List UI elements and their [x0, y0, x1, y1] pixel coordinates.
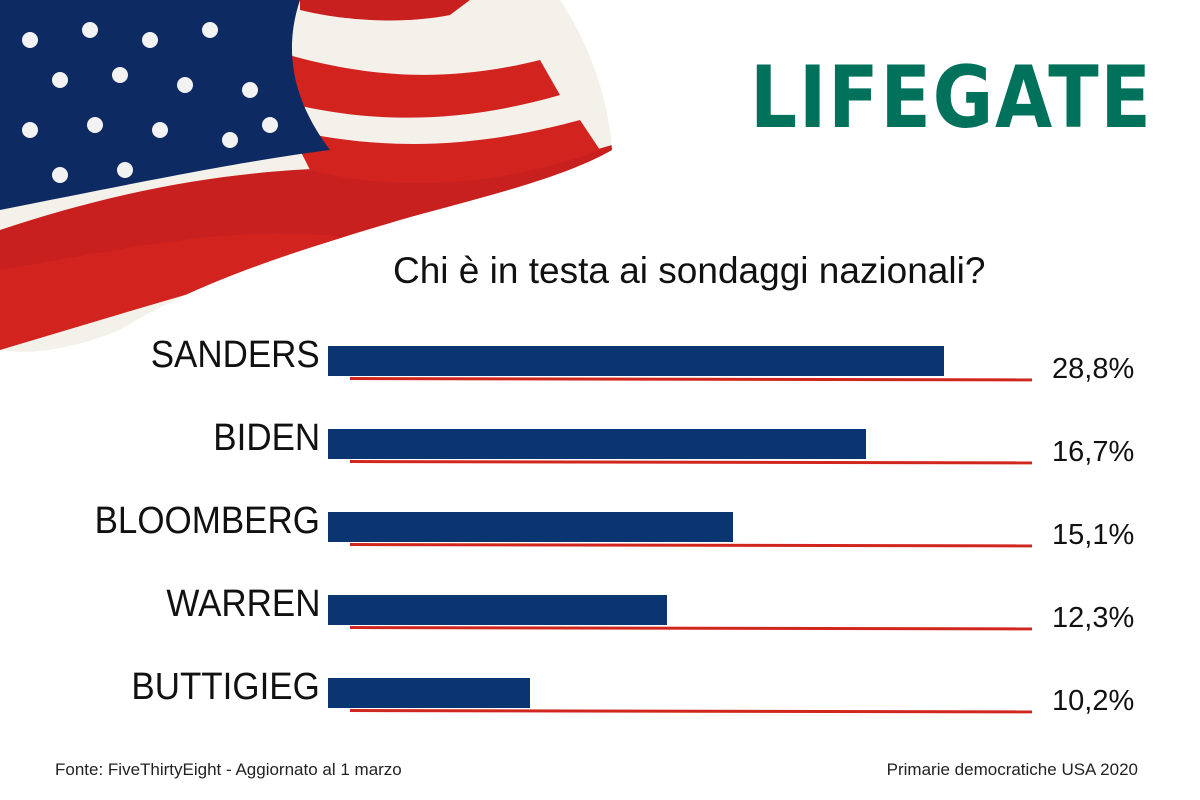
category-label: SANDERS: [150, 334, 320, 376]
chart-title: Chi è in testa ai sondaggi nazionali?: [393, 250, 986, 291]
us-flag-image: [0, 0, 612, 352]
baseline: [349, 460, 1033, 465]
bar: [328, 346, 944, 376]
baseline: [349, 626, 1033, 631]
baseline: [349, 709, 1033, 714]
value-label: 16,7%: [1052, 436, 1135, 468]
category-label: BLOOMBERG: [94, 500, 320, 542]
category-label: WARREN: [165, 583, 320, 625]
source-note: Fonte: FiveThirtyEight - Aggiornato al 1…: [55, 760, 402, 779]
baseline: [349, 377, 1033, 382]
value-label: 10,2%: [1052, 685, 1135, 717]
category-label: BIDEN: [213, 417, 320, 459]
value-label: 12,3%: [1052, 602, 1135, 634]
footer-subtitle: Primarie democratiche USA 2020: [886, 760, 1138, 779]
bar: [328, 595, 668, 625]
bar: [328, 512, 733, 542]
baseline: [349, 543, 1033, 548]
value-label: 15,1%: [1052, 519, 1135, 551]
value-label: 28,8%: [1052, 353, 1135, 385]
bar: [328, 678, 531, 708]
bar: [328, 429, 866, 459]
category-label: BUTTIGIEG: [131, 666, 320, 708]
lifegate-logo: LIFEGATE: [750, 48, 1153, 148]
